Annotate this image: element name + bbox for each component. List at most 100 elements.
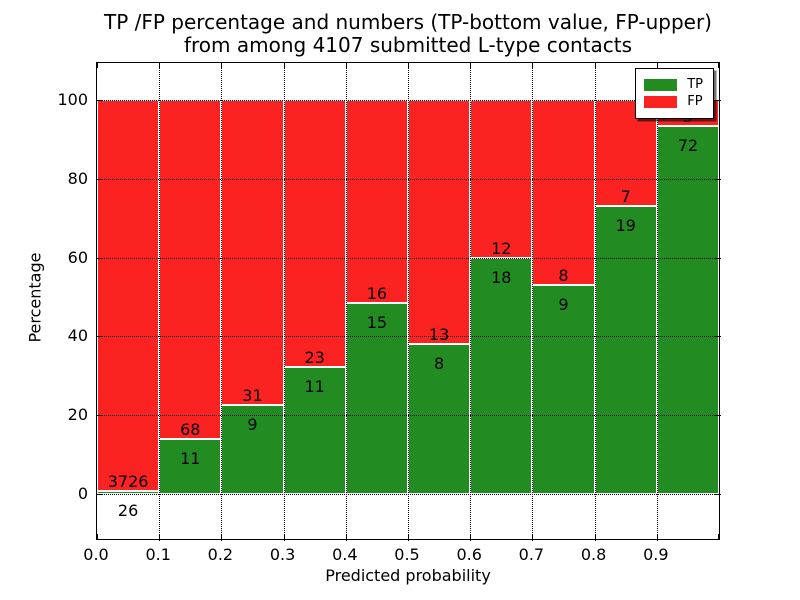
y-tick-right-100 [714, 100, 719, 101]
x-tick-label-0.6: 0.6 [456, 545, 482, 564]
horizontal-gridline-80 [97, 178, 721, 180]
bar-segment-fp-3 [283, 100, 346, 367]
bar-segment-fp-1 [159, 100, 222, 440]
x-tick-bottom-6 [470, 534, 472, 539]
chart-title-line1: TP /FP percentage and numbers (TP-bottom… [104, 10, 712, 34]
x-tick-top-4 [345, 63, 347, 68]
legend-label-fp: FP [687, 94, 703, 109]
y-tick-right-0 [714, 494, 719, 495]
tp-count-label-8: 19 [615, 216, 636, 236]
plot-area: 372626681131923111615138121889719572 TPF… [96, 62, 721, 541]
bar-segment-tp-1 [159, 439, 222, 494]
tp-count-label-4: 15 [366, 313, 388, 333]
tp-count-label-1: 11 [180, 449, 201, 469]
x-tick-bottom-7 [532, 534, 534, 539]
x-tick-top-9 [656, 63, 658, 68]
y-axis-label: Percentage [25, 252, 45, 343]
y-tick-left-0 [97, 494, 102, 495]
tp-count-label-3: 11 [304, 376, 325, 396]
bar-segment-tp-6 [470, 257, 533, 494]
legend-row-fp: FP [644, 95, 703, 109]
fp-count-label-2: 31 [242, 386, 263, 406]
y-tick-left-80 [97, 178, 102, 180]
tp-count-label-6: 18 [491, 267, 512, 287]
fp-count-label-8: 7 [620, 187, 631, 207]
x-tick-label-0.8: 0.8 [580, 545, 607, 564]
x-tick-label-0.5: 0.5 [394, 545, 420, 564]
legend-row-tp: TP [644, 78, 703, 92]
x-tick-top-1 [159, 63, 161, 68]
y-tick-left-40 [97, 336, 102, 338]
x-tick-top-3 [283, 63, 285, 68]
x-tick-label-0.4: 0.4 [332, 545, 358, 564]
bar-segment-fp-7 [532, 100, 595, 286]
x-tick-label-0.2: 0.2 [207, 545, 234, 564]
legend-swatch-tp [644, 79, 678, 91]
vertical-gridline-4 [345, 63, 347, 541]
legend: TP FP [635, 68, 714, 119]
x-tick-bottom-5 [408, 534, 409, 539]
y-tick-left-100 [97, 100, 102, 101]
y-tick-label-0: 0 [77, 484, 88, 503]
bar-segment-tp-7 [532, 285, 595, 494]
x-tick-top-0 [97, 63, 98, 68]
vertical-gridline-7 [532, 63, 534, 541]
x-tick-label-0.7: 0.7 [518, 545, 545, 564]
x-tick-bottom-0 [97, 534, 98, 539]
vertical-gridline-8 [594, 63, 596, 541]
y-tick-left-60 [97, 257, 102, 259]
x-tick-top-8 [594, 63, 596, 68]
vertical-gridline-1 [159, 63, 161, 541]
vertical-gridline-3 [283, 63, 285, 541]
x-tick-label-0.9: 0.9 [643, 545, 669, 564]
x-tick-bottom-3 [283, 534, 285, 539]
x-tick-label-0.0: 0.0 [83, 545, 109, 564]
vertical-gridline-5 [408, 63, 409, 541]
x-tick-label-0.3: 0.3 [269, 545, 296, 564]
bar-segment-fp-4 [345, 100, 408, 304]
y-tick-right-80 [714, 178, 719, 180]
vertical-gridline-9 [656, 63, 658, 541]
bar-segment-tp-2 [221, 405, 284, 494]
bar-segment-tp-9 [656, 125, 719, 494]
chart-title-line2: from among 4107 submitted L-type contact… [183, 33, 633, 57]
horizontal-gridline-20 [97, 415, 721, 417]
bar-segment-tp-5 [408, 343, 471, 494]
bar-segment-tp-3 [283, 366, 346, 494]
bar-segment-tp-0 [97, 491, 160, 494]
fp-count-label-3: 23 [304, 347, 325, 367]
bar-segment-fp-5 [408, 100, 471, 344]
y-tick-label-80: 80 [67, 168, 88, 188]
legend-swatch-fp [644, 96, 678, 108]
y-tick-label-40: 40 [67, 326, 88, 346]
y-tick-right-60 [714, 257, 719, 259]
x-tick-top-2 [221, 63, 223, 68]
legend-label-tp: TP [687, 77, 703, 92]
y-tick-left-20 [97, 415, 102, 417]
x-tick-top-5 [408, 63, 409, 68]
x-tick-top-7 [532, 63, 534, 68]
y-tick-right-20 [714, 415, 719, 417]
bar-segment-tp-4 [345, 303, 408, 494]
y-tick-label-20: 20 [67, 405, 88, 425]
tp-count-label-7: 9 [558, 295, 569, 315]
tp-count-label-0: 26 [117, 501, 139, 521]
tp-count-label-5: 8 [434, 353, 445, 373]
y-tick-label-60: 60 [67, 247, 88, 267]
fp-count-label-0: 3726 [107, 472, 149, 492]
fp-count-label-4: 16 [366, 284, 388, 304]
vertical-gridline-2 [221, 63, 223, 541]
fp-count-label-6: 12 [491, 238, 512, 258]
fp-count-label-1: 68 [180, 420, 201, 440]
x-tick-top-6 [470, 63, 472, 68]
horizontal-gridline-60 [97, 257, 721, 259]
x-axis-label: Predicted probability [325, 566, 491, 585]
x-tick-bottom-9 [656, 534, 658, 539]
bar-segment-fp-2 [221, 100, 284, 406]
x-tick-bottom-2 [221, 534, 223, 539]
x-tick-bottom-10 [718, 534, 719, 539]
tp-count-label-2: 9 [247, 415, 258, 435]
x-tick-bottom-1 [159, 534, 161, 539]
chart-title: TP /FP percentage and numbers (TP-bottom… [96, 11, 720, 57]
